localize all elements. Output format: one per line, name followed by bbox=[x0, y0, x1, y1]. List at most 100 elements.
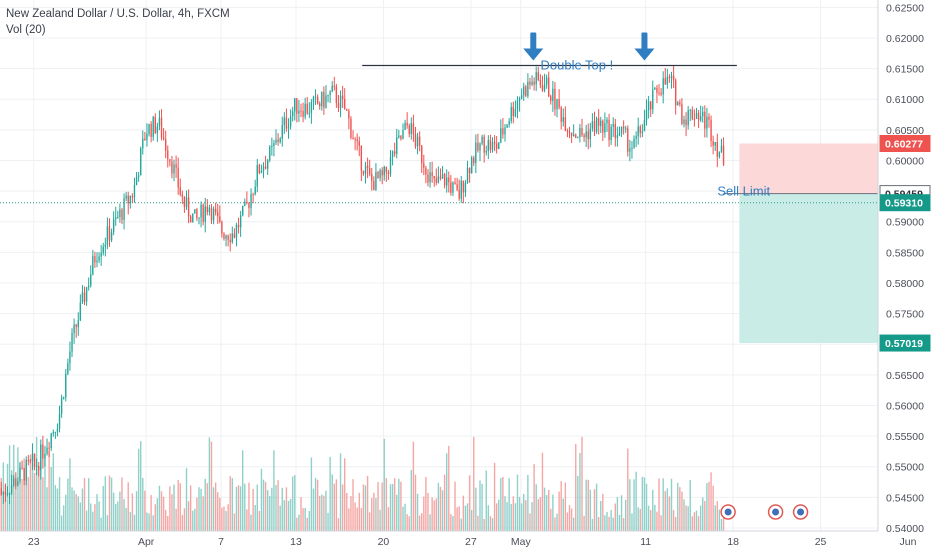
volume-bar bbox=[244, 483, 246, 531]
volume-bar bbox=[298, 514, 300, 531]
volume-bar bbox=[296, 517, 298, 531]
volume-bar bbox=[479, 480, 481, 531]
candle bbox=[254, 179, 256, 196]
volume-bar bbox=[333, 483, 335, 531]
candle-body bbox=[699, 116, 702, 121]
candle bbox=[81, 285, 84, 305]
candle-body bbox=[450, 182, 452, 193]
volume-bar bbox=[473, 436, 475, 531]
volume-bar bbox=[656, 511, 658, 531]
candle bbox=[312, 95, 315, 110]
candle bbox=[368, 159, 371, 177]
candle-body bbox=[566, 130, 569, 132]
volume-bar bbox=[525, 500, 527, 531]
volume-bar bbox=[431, 497, 433, 531]
candle-body bbox=[506, 124, 508, 128]
candle-body bbox=[60, 397, 63, 414]
volume-bar bbox=[543, 487, 546, 531]
candle-body bbox=[473, 157, 475, 164]
candle-body bbox=[649, 101, 652, 110]
volume-bar bbox=[117, 501, 119, 531]
volume-bar bbox=[254, 505, 256, 531]
candle bbox=[433, 175, 435, 187]
candle bbox=[104, 237, 107, 257]
down-arrow-icon bbox=[634, 32, 655, 61]
volume-bar bbox=[404, 503, 406, 531]
candle-body bbox=[358, 141, 360, 146]
price-label-box bbox=[879, 334, 931, 352]
candle bbox=[527, 73, 529, 99]
candle bbox=[537, 66, 539, 82]
candle bbox=[277, 133, 279, 146]
volume-bar bbox=[687, 506, 689, 531]
candle-body bbox=[485, 151, 487, 153]
candle bbox=[493, 135, 496, 152]
volume-bar bbox=[83, 478, 86, 531]
volume-bar bbox=[329, 456, 331, 531]
volume-bar bbox=[133, 514, 136, 531]
candle-body bbox=[518, 98, 521, 101]
chart-legend: New Zealand Dollar / U.S. Dollar, 4h, FX… bbox=[6, 6, 230, 38]
candle bbox=[164, 130, 167, 159]
candle-body bbox=[656, 87, 658, 93]
candle bbox=[227, 234, 229, 247]
candle bbox=[421, 145, 423, 173]
candle bbox=[291, 106, 294, 122]
candle bbox=[406, 112, 408, 129]
candle-body bbox=[533, 81, 535, 85]
candle-body bbox=[23, 468, 25, 481]
volume-bar bbox=[518, 496, 521, 531]
candle bbox=[427, 169, 429, 187]
candle bbox=[662, 71, 664, 104]
candle-body bbox=[520, 95, 523, 99]
volume-bar bbox=[279, 505, 281, 531]
candle-body bbox=[706, 116, 708, 129]
volume-bar bbox=[664, 491, 666, 531]
volume-bar bbox=[450, 514, 452, 531]
volume-bar bbox=[535, 484, 537, 531]
candle bbox=[85, 286, 88, 306]
price-label-box bbox=[879, 194, 931, 212]
candle bbox=[2, 491, 5, 505]
candle bbox=[612, 117, 614, 137]
candle-body bbox=[298, 110, 300, 114]
candle-body bbox=[356, 139, 358, 142]
candle bbox=[604, 112, 606, 138]
volume-bar bbox=[385, 478, 388, 531]
candle-body bbox=[421, 145, 423, 164]
candle bbox=[273, 139, 275, 157]
candle-body bbox=[475, 142, 477, 164]
candle bbox=[242, 205, 244, 217]
candle bbox=[306, 96, 308, 115]
candle-body bbox=[602, 120, 604, 133]
volume-bar bbox=[416, 493, 419, 531]
volume-bar bbox=[87, 478, 90, 531]
candle-body bbox=[464, 182, 467, 193]
candle-body bbox=[277, 139, 279, 143]
candle bbox=[48, 441, 50, 458]
candle-body bbox=[481, 136, 483, 144]
volume-bar bbox=[71, 487, 73, 531]
candle bbox=[583, 133, 585, 142]
candle bbox=[331, 81, 333, 93]
candle-body bbox=[412, 123, 415, 135]
volume-bar bbox=[248, 482, 250, 531]
candle-body bbox=[479, 143, 481, 151]
candle-body bbox=[19, 467, 21, 482]
candle bbox=[543, 73, 546, 93]
candle bbox=[695, 107, 698, 120]
volume-bar bbox=[242, 450, 244, 531]
candle-body bbox=[48, 447, 50, 449]
volume-bar bbox=[410, 469, 413, 531]
volume-bar bbox=[643, 477, 646, 531]
candle-body bbox=[702, 111, 704, 117]
candle-body bbox=[121, 209, 123, 220]
candle-body bbox=[427, 174, 429, 183]
candle-body bbox=[127, 195, 129, 204]
volume-bar bbox=[577, 475, 579, 531]
candle-body bbox=[381, 170, 383, 176]
candle-body bbox=[333, 85, 335, 87]
volume-bar bbox=[406, 514, 408, 531]
